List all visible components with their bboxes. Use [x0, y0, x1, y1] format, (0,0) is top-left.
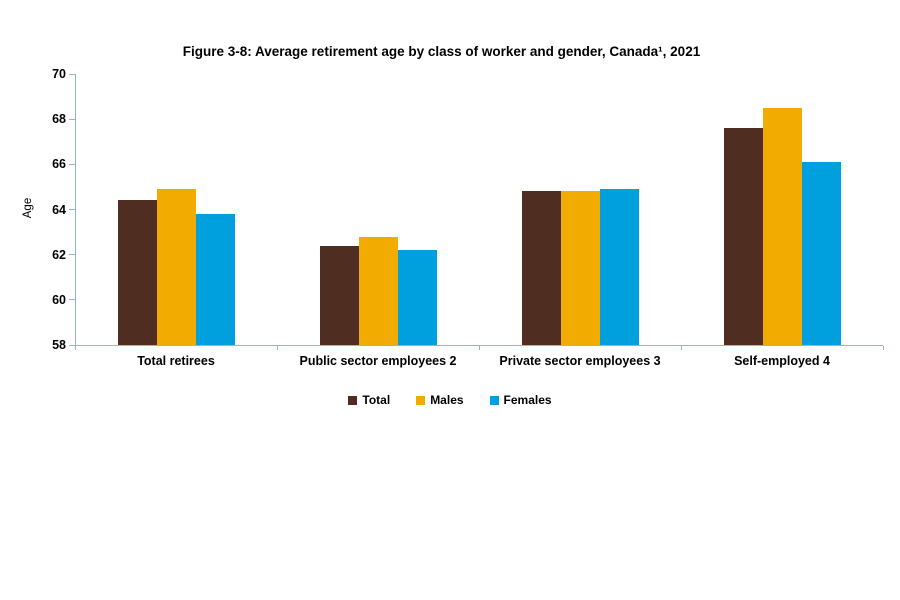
bar-males-3 [560, 191, 600, 345]
bar-males-2 [358, 236, 398, 345]
bar-males-1 [156, 189, 196, 345]
chart-title: Figure 3-8: Average retirement age by cl… [182, 44, 701, 59]
bar-females-4 [801, 162, 841, 345]
y-tick-label: 62 [52, 247, 66, 262]
y-tick-label: 66 [52, 157, 66, 172]
bar-total-4 [723, 128, 763, 345]
legend-item-males: Males [416, 393, 464, 407]
x-axis-tick [479, 346, 480, 350]
legend-swatch-icon [348, 395, 358, 405]
legend-swatch-icon [489, 395, 499, 405]
y-axis-tick [69, 118, 75, 120]
y-axis-tick [69, 344, 75, 346]
y-tick-label: 70 [52, 67, 66, 81]
legend-item-total: Total [348, 393, 390, 407]
y-tick-label: 60 [52, 292, 66, 307]
bar-total-2 [319, 245, 359, 345]
bar-males-4 [762, 107, 802, 345]
y-axis-tick [69, 209, 75, 210]
x-axis-tick [277, 346, 278, 350]
bar-females-1 [195, 214, 235, 345]
legend: Total Males Females [0, 391, 900, 409]
legend-label: Total [362, 393, 391, 407]
x-axis-tick [681, 346, 682, 350]
y-axis-tick [69, 73, 75, 75]
y-axis-tick [69, 163, 75, 165]
legend-label: Males [430, 393, 464, 407]
y-tick-label: 64 [52, 202, 66, 217]
legend-swatch-icon [416, 395, 426, 405]
y-axis-line [75, 74, 76, 350]
bar-females-2 [397, 250, 437, 345]
category-label: Self-employed 4 [734, 354, 830, 368]
y-tick-label: 68 [52, 112, 66, 127]
bar-total-1 [117, 200, 157, 345]
bar-females-3 [599, 189, 639, 345]
x-axis-tick [883, 346, 884, 350]
y-axis-tick [69, 254, 75, 256]
category-label: Public sector employees 2 [299, 354, 457, 368]
legend-item-females: Females [489, 393, 552, 407]
category-label: Private sector employees 3 [499, 354, 661, 368]
legend-label: Females [503, 393, 552, 407]
y-tick-label: 58 [52, 338, 66, 352]
x-axis-line [75, 345, 883, 346]
category-label: Total retirees [137, 354, 215, 368]
y-axis-tick [69, 299, 75, 301]
bar-total-3 [521, 191, 561, 345]
